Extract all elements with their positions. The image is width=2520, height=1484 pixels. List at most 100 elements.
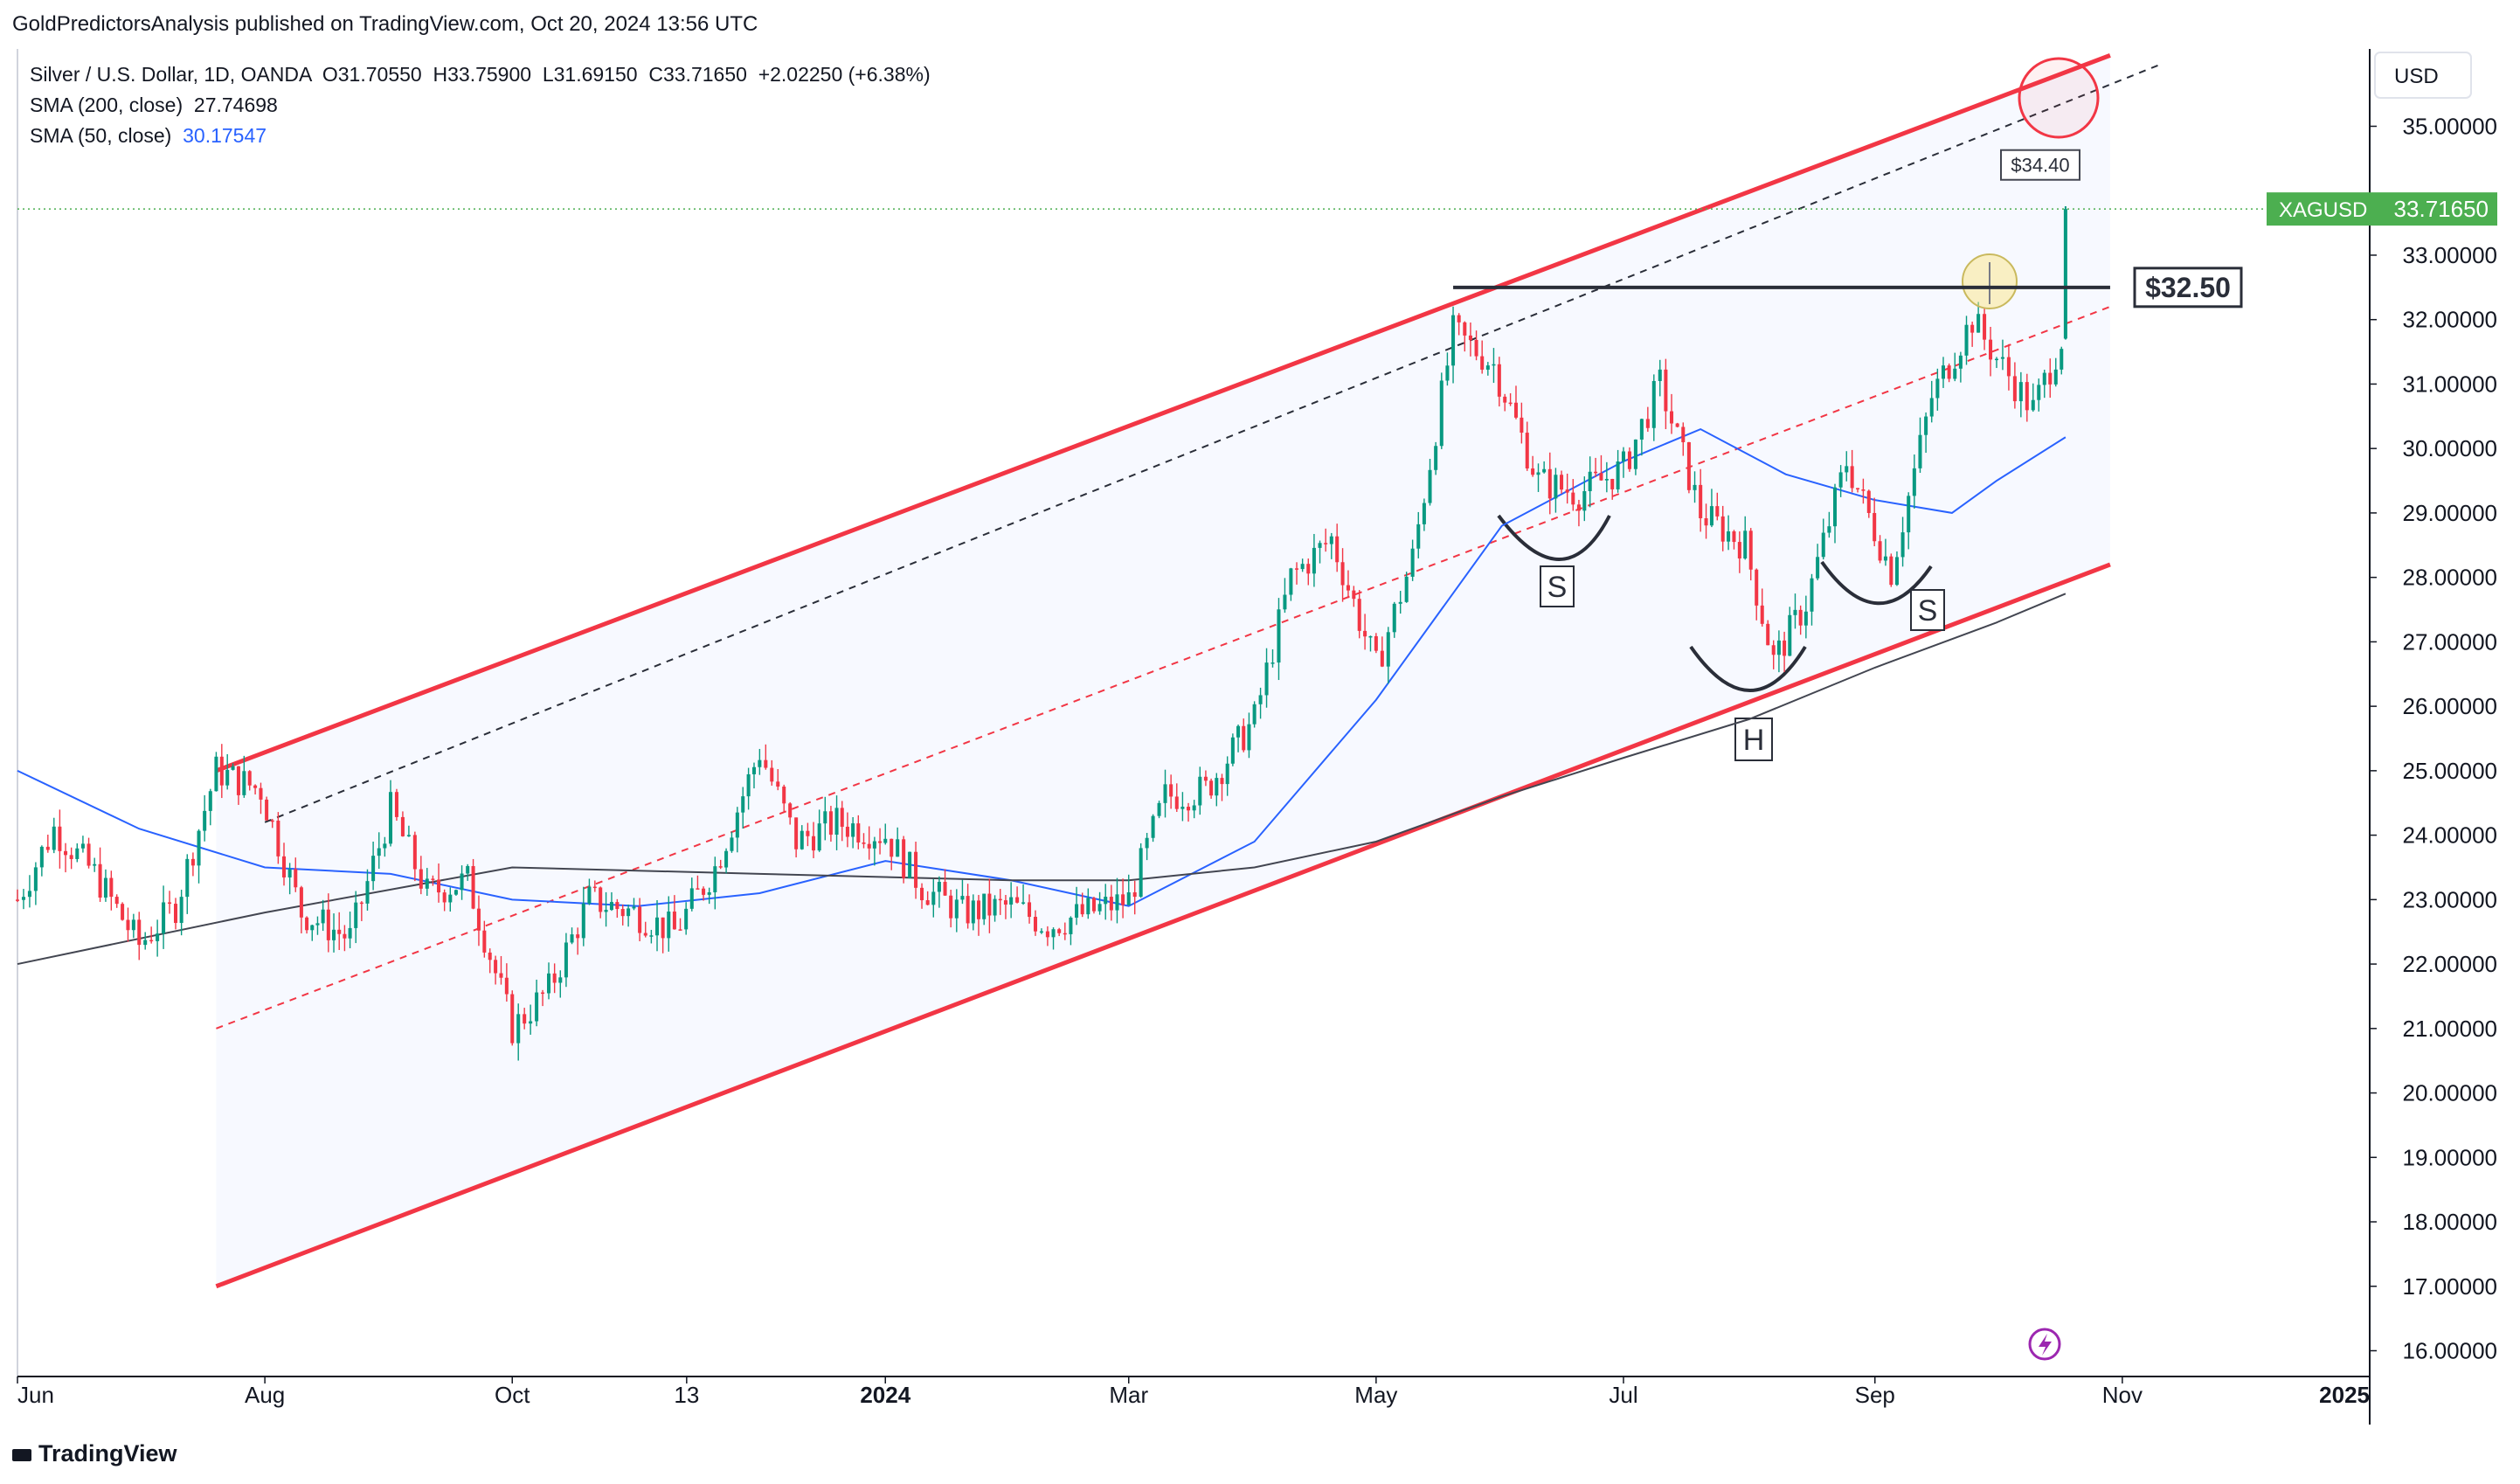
candle-body[interactable] bbox=[488, 952, 492, 960]
candle-body[interactable] bbox=[52, 826, 56, 850]
candle-body[interactable] bbox=[535, 992, 539, 1022]
currency-button[interactable] bbox=[2374, 52, 2472, 99]
candle-body[interactable] bbox=[482, 930, 487, 953]
candle-body[interactable] bbox=[162, 902, 166, 934]
candle-body[interactable] bbox=[1810, 578, 1814, 612]
candle-body[interactable] bbox=[1474, 339, 1478, 357]
candle-body[interactable] bbox=[294, 869, 298, 888]
candle-body[interactable] bbox=[39, 846, 44, 868]
candle-body[interactable] bbox=[1457, 315, 1461, 322]
candle-body[interactable] bbox=[661, 917, 665, 939]
candle-body[interactable] bbox=[1983, 314, 1987, 340]
candle-body[interactable] bbox=[126, 919, 130, 931]
candle-body[interactable] bbox=[1604, 478, 1609, 481]
candle-body[interactable] bbox=[1329, 536, 1333, 544]
candle-body[interactable] bbox=[599, 887, 603, 912]
candle-body[interactable] bbox=[1398, 601, 1402, 604]
candle-body[interactable] bbox=[908, 851, 912, 878]
candle-body[interactable] bbox=[1542, 468, 1547, 473]
candle-body[interactable] bbox=[1947, 365, 1951, 379]
candle-body[interactable] bbox=[552, 973, 557, 983]
candle-body[interactable] bbox=[343, 933, 347, 939]
candle-body[interactable] bbox=[840, 808, 844, 827]
candle-body[interactable] bbox=[1057, 929, 1062, 933]
candle-body[interactable] bbox=[431, 878, 435, 880]
candle-body[interactable] bbox=[58, 826, 62, 851]
candle-body[interactable] bbox=[1941, 365, 1946, 379]
candle-body[interactable] bbox=[21, 897, 25, 900]
candle-body[interactable] bbox=[419, 869, 423, 889]
candle-body[interactable] bbox=[1324, 543, 1328, 544]
sma200-line[interactable] bbox=[17, 593, 2067, 966]
candle-body[interactable] bbox=[678, 929, 682, 931]
candle-body[interactable] bbox=[672, 911, 676, 930]
candle-body[interactable] bbox=[1312, 547, 1316, 574]
candle-body[interactable] bbox=[751, 766, 757, 774]
candle-body[interactable] bbox=[1368, 635, 1373, 638]
candle-body[interactable] bbox=[412, 835, 417, 870]
candle-body[interactable] bbox=[1793, 609, 1797, 615]
candle-body[interactable] bbox=[1866, 490, 1871, 513]
candle-body[interactable] bbox=[377, 848, 381, 856]
candle-body[interactable] bbox=[2006, 357, 2011, 377]
candle-body[interactable] bbox=[896, 839, 900, 857]
candle-body[interactable] bbox=[2053, 369, 2058, 385]
candle-body[interactable] bbox=[466, 865, 470, 874]
candle-body[interactable] bbox=[998, 898, 1002, 901]
candle-body[interactable] bbox=[696, 888, 700, 890]
channel-lower-line[interactable] bbox=[215, 562, 2111, 1289]
candle-body[interactable] bbox=[1363, 630, 1367, 637]
candle-body[interactable] bbox=[1300, 564, 1305, 570]
candle-body[interactable] bbox=[1157, 802, 1161, 816]
candle-body[interactable] bbox=[388, 792, 393, 844]
candle-body[interactable] bbox=[281, 856, 287, 877]
candle-body[interactable] bbox=[1918, 434, 1922, 468]
candle-body[interactable] bbox=[627, 908, 631, 917]
candle-body[interactable] bbox=[1277, 609, 1281, 663]
candle-body[interactable] bbox=[1192, 805, 1196, 811]
candle-body[interactable] bbox=[713, 866, 717, 892]
candle-body[interactable] bbox=[406, 835, 411, 836]
candle-body[interactable] bbox=[541, 992, 545, 995]
candle-body[interactable] bbox=[1850, 466, 1854, 489]
candle-body[interactable] bbox=[960, 896, 965, 900]
candle-body[interactable] bbox=[1139, 848, 1143, 898]
candle-body[interactable] bbox=[667, 911, 671, 939]
candle-body[interactable] bbox=[1827, 526, 1831, 533]
candle-body[interactable] bbox=[179, 897, 183, 924]
candle-body[interactable] bbox=[499, 973, 503, 978]
candle-body[interactable] bbox=[724, 850, 729, 868]
candle-body[interactable] bbox=[299, 887, 303, 918]
candle-body[interactable] bbox=[800, 830, 804, 849]
candle-body[interactable] bbox=[1883, 556, 1887, 561]
candle-body[interactable] bbox=[1392, 603, 1396, 633]
candle-body[interactable] bbox=[770, 767, 774, 782]
candle-body[interactable] bbox=[109, 877, 114, 898]
candle-body[interactable] bbox=[359, 902, 363, 905]
candle-body[interactable] bbox=[1788, 614, 1792, 656]
candle-body[interactable] bbox=[114, 897, 119, 905]
candle-body[interactable] bbox=[494, 960, 498, 974]
candle-body[interactable] bbox=[1727, 530, 1731, 542]
candle-body[interactable] bbox=[872, 841, 876, 849]
candle-body[interactable] bbox=[1492, 364, 1496, 366]
candle-body[interactable] bbox=[1783, 640, 1787, 656]
candle-body[interactable] bbox=[98, 863, 102, 898]
candle-body[interactable] bbox=[1681, 426, 1686, 443]
candle-body[interactable] bbox=[1907, 496, 1911, 533]
candle-body[interactable] bbox=[1856, 488, 1860, 489]
candle-body[interactable] bbox=[1209, 780, 1214, 796]
candle-body[interactable] bbox=[1374, 635, 1378, 651]
candle-body[interactable] bbox=[971, 900, 975, 924]
candle-body[interactable] bbox=[1247, 724, 1251, 751]
candle-body[interactable] bbox=[231, 766, 235, 770]
candle-body[interactable] bbox=[823, 811, 827, 824]
candle-body[interactable] bbox=[453, 890, 458, 895]
candle-body[interactable] bbox=[643, 933, 647, 936]
candle-body[interactable] bbox=[1704, 517, 1708, 526]
candle-body[interactable] bbox=[1771, 645, 1776, 655]
candle-body[interactable] bbox=[143, 940, 148, 946]
candle-body[interactable] bbox=[867, 843, 871, 849]
candle-body[interactable] bbox=[1588, 471, 1592, 492]
candle-body[interactable] bbox=[1264, 662, 1269, 696]
